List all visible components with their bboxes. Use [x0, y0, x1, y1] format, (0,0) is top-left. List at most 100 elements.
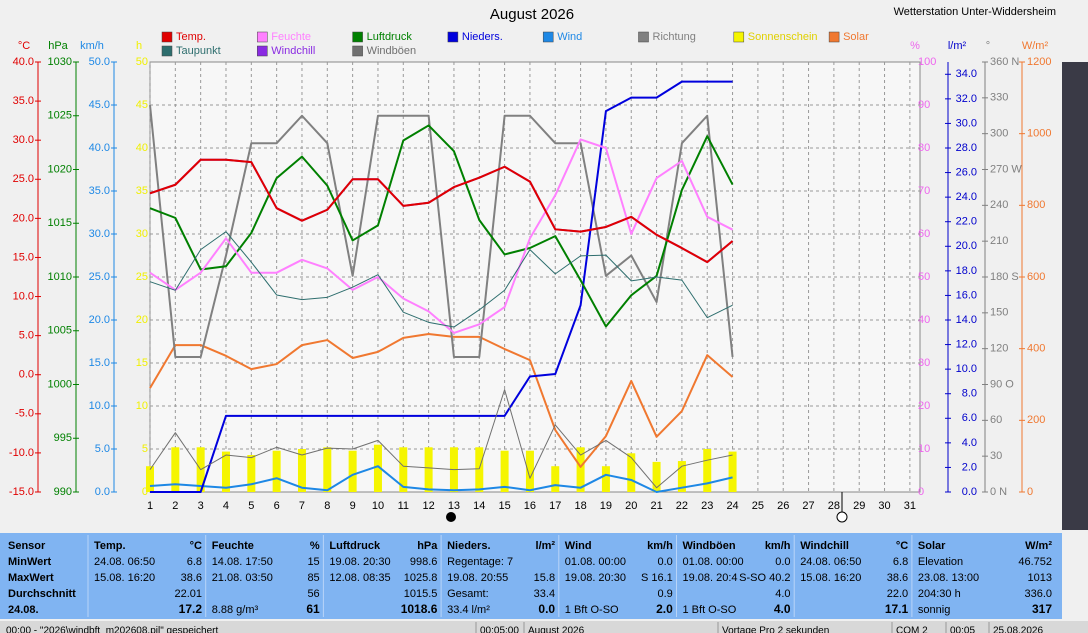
- cell-value: 85: [307, 572, 319, 584]
- cell-value: 38.6: [181, 572, 202, 584]
- sun-bar: [677, 461, 686, 492]
- desktop-bg: [1062, 62, 1088, 530]
- y-tick-label: 40.0: [13, 56, 34, 68]
- cell-value: 56: [307, 588, 319, 600]
- y-tick-label: 360 N: [990, 56, 1019, 68]
- y-tick-label: 34.0: [956, 68, 977, 80]
- series-line: [149, 465, 733, 493]
- y-tick-label: 4.0: [962, 437, 977, 449]
- sun-bar: [221, 451, 230, 492]
- y-tick-label: 5: [142, 443, 148, 455]
- x-tick-label: 14: [473, 500, 485, 512]
- sun-bar: [703, 449, 712, 492]
- legend-label: Solar: [843, 31, 869, 43]
- y-tick-label: 330: [990, 92, 1008, 104]
- cell-value: 0.0: [775, 556, 790, 568]
- cell-value: 2.0: [656, 602, 673, 616]
- sun-bar: [297, 449, 306, 492]
- series-line: [149, 389, 733, 489]
- y-tick-label: 100: [918, 56, 936, 68]
- x-tick-label: 24: [726, 500, 738, 512]
- x-tick-label: 12: [422, 500, 434, 512]
- legend-label: Windböen: [367, 45, 417, 57]
- cell-label: 19.08. 20:30: [329, 556, 390, 568]
- y-tick-label: 18.0: [956, 265, 977, 277]
- axis-unit: l/m²: [948, 40, 967, 52]
- y-tick-label: -15.0: [9, 486, 34, 498]
- y-tick-label: 120: [990, 343, 1008, 355]
- y-tick-label: 30: [918, 357, 930, 369]
- status-bg: [0, 621, 1088, 633]
- cell-value: 22.0: [887, 588, 908, 600]
- axis-unit: hPa: [48, 40, 68, 52]
- series-line: [150, 80, 733, 493]
- y-tick-label: 0.0: [95, 486, 110, 498]
- summary-bg: [0, 533, 1062, 619]
- cell-label: Gesamt:: [447, 588, 489, 600]
- legend-swatch: [352, 45, 363, 57]
- cell-label: 15.08. 16:20: [800, 572, 861, 584]
- y-tick-label: 10.0: [956, 363, 977, 375]
- y-tick-label: -10.0: [9, 447, 34, 459]
- cell-label: 12.08. 08:35: [329, 572, 390, 584]
- sun-bar: [323, 447, 332, 492]
- y-tick-label: 26.0: [956, 166, 977, 178]
- y-tick-label: 1020: [48, 163, 72, 175]
- cell-label: 19.08. 20:55: [447, 572, 508, 584]
- y-tick-label: 15.0: [89, 357, 110, 369]
- x-tick-label: 7: [299, 500, 305, 512]
- legend-swatch: [828, 31, 840, 43]
- cell-value: 61: [306, 602, 320, 616]
- y-tick-label: 1025: [48, 110, 72, 122]
- y-tick-label: 10: [136, 400, 148, 412]
- x-tick-label: 31: [904, 500, 916, 512]
- x-tick-label: 20: [625, 500, 637, 512]
- x-tick-label: 11: [398, 500, 409, 512]
- cell-value: 1025.8: [404, 572, 438, 584]
- y-tick-label: 1015: [48, 217, 72, 229]
- y-tick-label: 150: [990, 307, 1008, 319]
- legend-label: Wind: [557, 31, 582, 43]
- sun-bar: [247, 455, 256, 492]
- legend-label: Windchill: [271, 45, 315, 57]
- column-unit: °C: [190, 540, 202, 552]
- y-tick-label: 14.0: [956, 314, 977, 326]
- x-tick-label: 26: [777, 500, 789, 512]
- y-tick-label: -5.0: [15, 408, 34, 420]
- cell-value: 4.0: [774, 602, 791, 616]
- cell-label: 204:30 h: [918, 588, 961, 600]
- legend-swatch: [257, 45, 268, 57]
- legend-label: Taupunkt: [176, 45, 221, 57]
- sun-bar: [373, 444, 382, 492]
- column-unit: km/h: [765, 540, 791, 552]
- x-tick-label: 28: [828, 500, 840, 512]
- cell-value: S-SO 40.2: [739, 572, 790, 584]
- station-name: Wetterstation Unter-Widdersheim: [894, 6, 1056, 18]
- column-title: Windchill: [800, 540, 849, 552]
- legend-swatch: [733, 31, 745, 43]
- moon-full: [836, 511, 848, 523]
- status-text: 00:05: [950, 626, 975, 633]
- cell-label: 33.4 l/m²: [447, 604, 490, 616]
- y-tick-label: 50: [918, 271, 930, 283]
- x-tick-label: 30: [878, 500, 890, 512]
- status-text: Vortage Pro 2 sekunden: [722, 626, 829, 633]
- status-text: 00:00 - "2026\windbft_m202608.pil" gespe…: [6, 626, 218, 633]
- y-tick-label: 6.0: [962, 412, 977, 424]
- y-tick-label: 0 N: [990, 486, 1007, 498]
- y-tick-label: 30.0: [13, 134, 34, 146]
- cell-label: Regentage: 7: [447, 556, 513, 568]
- status-text: August 2026: [528, 626, 585, 633]
- cell-value: 46.752: [1018, 556, 1052, 568]
- y-tick-label: 24.0: [956, 191, 977, 203]
- x-tick-label: 29: [853, 500, 865, 512]
- y-tick-label: 20: [136, 314, 148, 326]
- column-title: Feuchte: [212, 540, 254, 552]
- column-title: Solar: [918, 540, 946, 552]
- y-tick-label: 30.0: [956, 117, 977, 129]
- x-tick-label: 4: [223, 500, 229, 512]
- y-tick-label: 90 O: [990, 378, 1014, 390]
- sun-bar: [399, 447, 408, 492]
